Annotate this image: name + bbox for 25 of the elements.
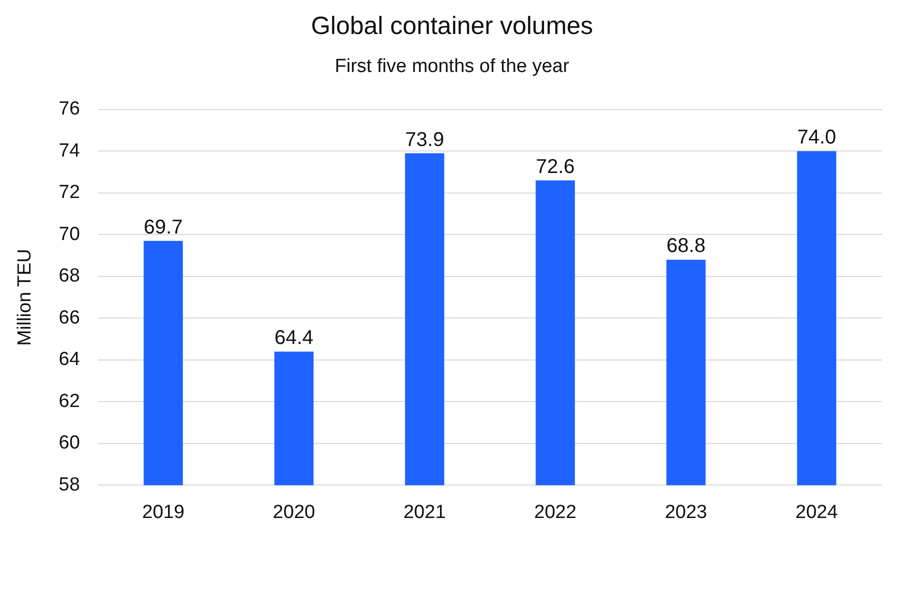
y-tick-label: 76 bbox=[58, 98, 80, 120]
data-label: 73.9 bbox=[405, 128, 444, 151]
y-tick-label: 72 bbox=[58, 182, 80, 204]
data-label: 69.7 bbox=[144, 216, 183, 238]
data-label: 68.8 bbox=[666, 235, 706, 258]
y-tick-label: 68 bbox=[58, 266, 80, 287]
chart-title: Global container volumes bbox=[310, 12, 594, 41]
x-tick-label: 2024 bbox=[796, 502, 838, 523]
chart-subtitle: First five months of the year bbox=[334, 56, 570, 78]
y-tick-label: 62 bbox=[58, 390, 80, 412]
x-tick-label: 2022 bbox=[534, 502, 576, 523]
data-label: 72.6 bbox=[536, 156, 575, 178]
y-tick-label: 58 bbox=[58, 474, 80, 496]
x-tick-label: 2023 bbox=[664, 502, 708, 523]
y-axis-title: Million TEU bbox=[14, 248, 36, 346]
data-label: 64.4 bbox=[274, 327, 314, 350]
x-tick-label: 2020 bbox=[272, 502, 316, 523]
y-tick-label: 64 bbox=[58, 349, 80, 370]
y-tick-label: 60 bbox=[58, 432, 80, 454]
y-tick-label: 70 bbox=[58, 224, 80, 245]
y-tick-label: 66 bbox=[58, 307, 80, 328]
x-tick-label: 2019 bbox=[142, 502, 184, 523]
y-tick-label: 74 bbox=[58, 140, 80, 162]
x-tick-label: 2021 bbox=[403, 502, 446, 523]
data-label: 74.0 bbox=[797, 126, 836, 149]
